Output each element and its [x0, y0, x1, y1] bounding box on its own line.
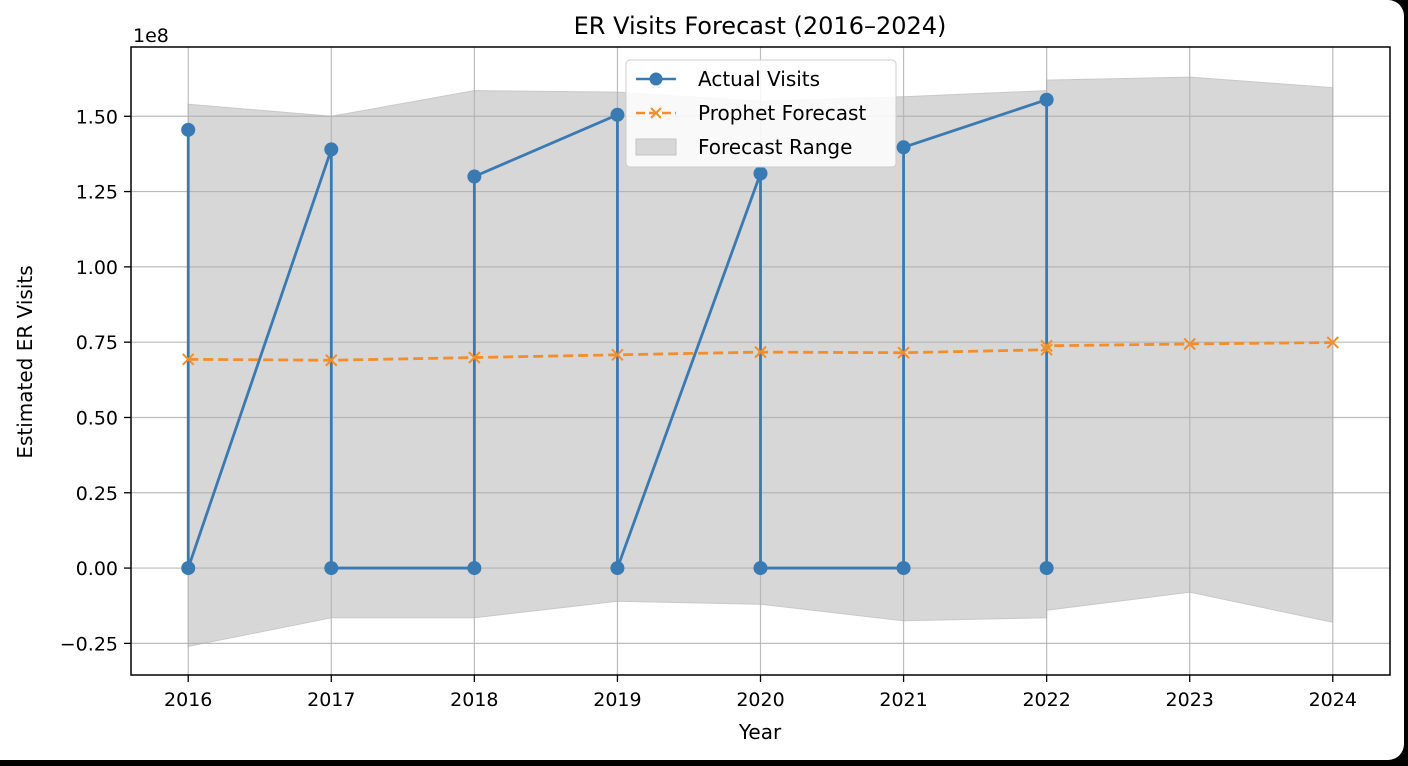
x-tick-label-2019: 2019 — [593, 689, 641, 711]
legend-label-forecast-range: Forecast Range — [698, 135, 852, 159]
axes-layer: 2016 2017 2018 2019 2020 2021 2022 2023 2024 −0.2… — [60, 46, 1391, 711]
y-scale-label: 1e8 — [133, 25, 169, 47]
x-axis-title: Year — [738, 720, 782, 744]
actual-visits-point-4 — [467, 561, 482, 576]
prophet-forecast-line — [188, 341, 1333, 362]
actual-visits-point-9 — [753, 561, 768, 576]
y-tick-label-0: −0.25 — [60, 633, 118, 655]
legend-box — [625, 59, 897, 168]
prophet-forecast-point-2 — [468, 351, 481, 364]
x-tick-label-2020: 2020 — [736, 689, 784, 711]
legend-label-prophet-forecast: Prophet Forecast — [698, 101, 866, 125]
y-tick-label-5: 1.00 — [76, 257, 118, 279]
x-tick-label-2021: 2021 — [879, 689, 927, 711]
actual-visits-point-10 — [896, 561, 911, 576]
actual-visits-point-0 — [181, 122, 196, 137]
legend: Actual Visits Prophet Forecast Forecast … — [625, 59, 897, 168]
series-layer — [181, 92, 1339, 576]
prophet-forecast-point-3 — [611, 348, 624, 362]
actual-visits-point-12 — [1039, 92, 1054, 107]
prophet-forecast-point-0 — [182, 353, 195, 366]
legend-label-actual-visits: Actual Visits — [698, 67, 820, 91]
prophet-forecast-point-7 — [1040, 339, 1053, 352]
y-tick-label-4: 0.75 — [76, 332, 118, 354]
actual-visits-point-3 — [324, 561, 339, 576]
actual-visits-point-11 — [896, 140, 911, 155]
y-tick-label-3: 0.50 — [76, 407, 118, 429]
x-tick-label-2018: 2018 — [450, 689, 498, 711]
legend-entry-forecast-range: Forecast Range — [635, 135, 852, 159]
y-axis-title: Estimated ER Visits — [13, 265, 37, 458]
actual-visits-point-6 — [610, 107, 625, 122]
legend-marker-prophet-forecast — [650, 107, 662, 119]
actual-visits-point-8 — [753, 166, 768, 181]
prophet-forecast-point-8 — [1183, 337, 1196, 351]
x-tick-label-2022: 2022 — [1022, 689, 1070, 711]
actual-visits-point-1 — [181, 561, 196, 576]
actual-visits-point-5 — [467, 169, 482, 184]
actual-visits-point-13 — [1039, 561, 1054, 576]
chart-title: ER Visits Forecast (2016–2024) — [574, 12, 947, 40]
prophet-forecast-point-9 — [1326, 336, 1339, 349]
y-tick-label-7: 1.50 — [76, 106, 118, 128]
prophet-forecast-point-5 — [897, 346, 910, 359]
y-tick-label-1: 0.00 — [76, 558, 118, 580]
x-tick-label-2016: 2016 — [164, 689, 212, 711]
legend-entry-prophet-forecast: Prophet Forecast — [636, 101, 866, 125]
legend-entry-actual-visits: Actual Visits — [636, 67, 820, 91]
prophet-forecast-point-1 — [325, 354, 338, 367]
actual-visits-point-2 — [324, 142, 339, 157]
y-tick-label-2: 0.25 — [76, 483, 118, 505]
prophet-forecast-point-6 — [1040, 343, 1053, 356]
legend-marker-actual-visits — [649, 72, 663, 86]
legend-swatch-forecast-range — [635, 138, 677, 156]
actual-visits-point-7 — [610, 561, 625, 576]
x-tick-label-2024: 2024 — [1309, 689, 1357, 711]
x-tick-label-2023: 2023 — [1166, 689, 1214, 711]
prophet-forecast-point-4 — [754, 345, 767, 359]
x-tick-label-2017: 2017 — [307, 689, 355, 711]
actual-visits-line — [186, 98, 1049, 570]
y-tick-label-6: 1.25 — [76, 182, 118, 204]
